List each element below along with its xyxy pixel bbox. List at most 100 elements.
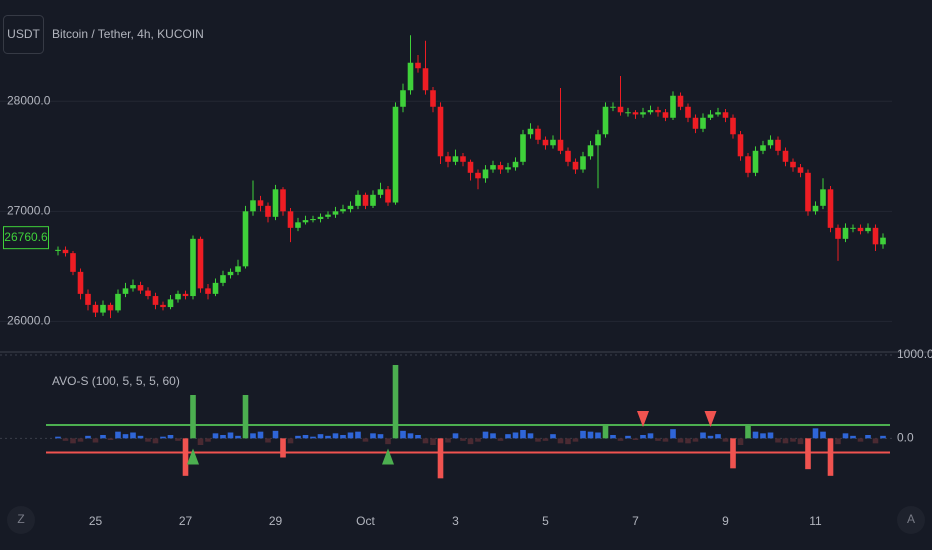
x-tick-label: 7 bbox=[632, 514, 639, 528]
candle-body bbox=[175, 293, 181, 300]
candle-body bbox=[235, 266, 241, 272]
oscillator-bar bbox=[805, 438, 811, 470]
oscillator-bar bbox=[572, 438, 579, 442]
oscillator-bar bbox=[722, 438, 729, 442]
x-tick-label: 5 bbox=[542, 514, 549, 528]
candle-body bbox=[212, 282, 219, 294]
oscillator-bar bbox=[160, 436, 166, 439]
candle-body bbox=[505, 167, 511, 170]
candle-body bbox=[632, 112, 639, 115]
candle-body bbox=[100, 304, 106, 313]
oscillator-bar bbox=[437, 438, 444, 479]
candle-body bbox=[77, 271, 84, 294]
candle-body bbox=[467, 161, 474, 173]
oscillator-bar bbox=[415, 435, 421, 439]
oscillator-bar bbox=[775, 438, 781, 443]
candle-body bbox=[437, 106, 444, 157]
candle-body bbox=[197, 238, 204, 289]
auto-button[interactable] bbox=[897, 506, 925, 534]
oscillator-bar bbox=[452, 433, 459, 439]
candle-body bbox=[542, 139, 549, 146]
candle-body bbox=[835, 227, 841, 239]
y2-tick-label: 0.0 bbox=[897, 431, 914, 445]
x-tick-label: 11 bbox=[809, 514, 822, 528]
oscillator-bar bbox=[317, 434, 324, 439]
oscillator-bar bbox=[700, 432, 706, 439]
oscillator-bar bbox=[85, 435, 91, 439]
oscillator-bar bbox=[760, 433, 766, 439]
candle-body bbox=[617, 106, 624, 113]
oscillator-bar bbox=[820, 431, 826, 439]
indicator-title: AVO-S (100, 5, 5, 5, 60) bbox=[52, 374, 180, 388]
oscillator-bar bbox=[92, 438, 99, 443]
oscillator-bar bbox=[872, 438, 879, 444]
candle-body bbox=[122, 288, 129, 294]
auto-button-label[interactable]: A bbox=[907, 512, 915, 526]
oscillator-bar bbox=[175, 438, 181, 441]
candle-body bbox=[715, 112, 721, 115]
oscillator-bar bbox=[497, 438, 504, 441]
candle-body bbox=[677, 95, 684, 107]
oscillator-bar bbox=[272, 430, 279, 439]
oscillator-bar bbox=[587, 431, 594, 439]
oscillator-bar bbox=[542, 438, 549, 441]
x-tick-label: 25 bbox=[89, 514, 103, 528]
oscillator-bar bbox=[302, 435, 309, 439]
candle-body bbox=[640, 112, 646, 115]
candle-body bbox=[782, 150, 789, 162]
oscillator-bar bbox=[107, 438, 114, 440]
candle-body bbox=[760, 145, 766, 151]
zoom-button-label[interactable]: Z bbox=[17, 512, 24, 526]
sell-signal bbox=[704, 411, 717, 427]
currency-button[interactable] bbox=[3, 15, 44, 54]
candle-body bbox=[362, 194, 369, 206]
candle-body bbox=[160, 304, 166, 308]
candle-body bbox=[107, 304, 114, 311]
oscillator-bar bbox=[767, 432, 774, 439]
oscillator-bar bbox=[880, 435, 886, 439]
x-tick-label: 29 bbox=[269, 514, 283, 528]
oscillator-bar bbox=[100, 435, 106, 439]
candle-body bbox=[827, 189, 834, 228]
currency-label[interactable]: USDT bbox=[7, 27, 40, 41]
candle-body bbox=[167, 299, 174, 308]
last-price-box bbox=[3, 226, 49, 250]
oscillator-bar bbox=[490, 433, 496, 439]
candle-body bbox=[647, 110, 654, 113]
candle-body bbox=[377, 189, 384, 195]
candle-body bbox=[205, 288, 211, 294]
candle-body bbox=[257, 200, 264, 206]
candle-body bbox=[527, 128, 534, 135]
oscillator-bar bbox=[850, 435, 856, 439]
oscillator-bar bbox=[827, 438, 834, 476]
candle-body bbox=[190, 238, 196, 297]
oscillator-bar bbox=[422, 438, 429, 444]
candle-body bbox=[767, 139, 774, 146]
candle-body bbox=[842, 227, 849, 239]
oscillator-bar bbox=[287, 438, 294, 444]
oscillator-bar bbox=[475, 438, 481, 442]
oscillator-bar bbox=[137, 435, 144, 439]
oscillator-bar bbox=[70, 438, 76, 444]
zoom-button[interactable] bbox=[7, 506, 35, 534]
oscillator-bar bbox=[527, 433, 534, 439]
candle-body bbox=[280, 189, 286, 212]
candle-body bbox=[857, 227, 864, 232]
candle-body bbox=[250, 200, 256, 212]
oscillator-bar bbox=[685, 438, 691, 444]
candle-body bbox=[332, 211, 339, 215]
oscillator-bar bbox=[392, 365, 399, 439]
oscillator-bar bbox=[715, 434, 721, 439]
candle-body bbox=[265, 205, 271, 217]
oscillator-bar bbox=[265, 438, 271, 443]
candle-body bbox=[115, 293, 121, 311]
oscillator-bar bbox=[857, 438, 864, 442]
oscillator-bar bbox=[752, 431, 759, 439]
oscillator-bar bbox=[257, 431, 264, 439]
candle-body bbox=[880, 237, 886, 245]
candle-body bbox=[520, 134, 526, 162]
buy-signal bbox=[187, 448, 199, 465]
candle-body bbox=[790, 161, 796, 168]
